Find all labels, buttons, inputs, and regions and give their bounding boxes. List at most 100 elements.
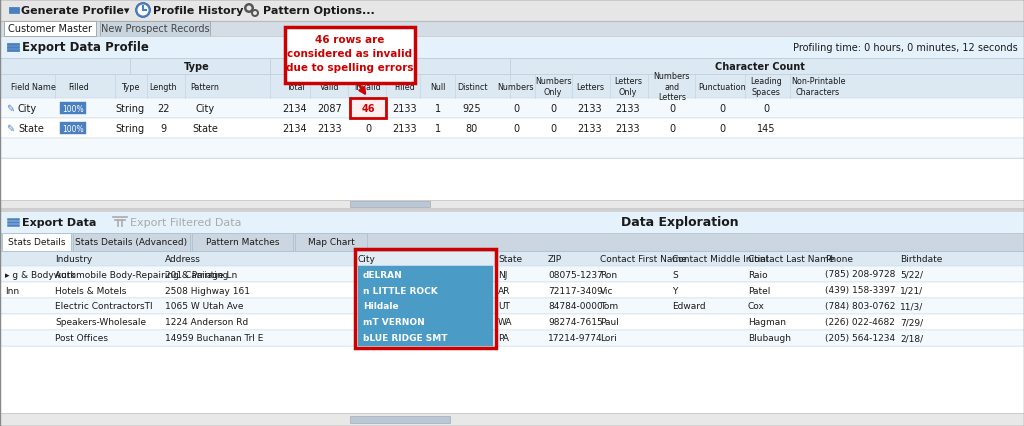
Text: State: State xyxy=(498,254,522,263)
Text: 145: 145 xyxy=(757,124,775,134)
Bar xyxy=(350,416,450,423)
Bar xyxy=(358,251,493,266)
Text: ✎: ✎ xyxy=(6,104,14,114)
Text: 1224 Anderson Rd: 1224 Anderson Rd xyxy=(165,318,248,327)
Text: 9: 9 xyxy=(160,124,166,134)
Bar xyxy=(0,201,1024,208)
Text: Total: Total xyxy=(286,82,304,91)
Text: Non-Printable
Characters: Non-Printable Characters xyxy=(791,77,845,96)
Text: 0: 0 xyxy=(719,124,725,134)
Bar xyxy=(0,37,1024,208)
Text: 2508 Highway 161: 2508 Highway 161 xyxy=(165,286,250,295)
Bar xyxy=(358,298,493,314)
Circle shape xyxy=(244,4,254,14)
Text: 46: 46 xyxy=(361,104,375,114)
Bar xyxy=(0,298,1024,314)
Text: considered as invalid: considered as invalid xyxy=(288,49,413,59)
Text: Pattern Matches: Pattern Matches xyxy=(206,238,280,247)
Text: 2133: 2133 xyxy=(317,124,342,134)
Text: Generate Profile▾: Generate Profile▾ xyxy=(22,6,129,16)
Text: Distinct: Distinct xyxy=(457,82,487,91)
Bar xyxy=(0,37,1024,59)
Text: Filled: Filled xyxy=(394,82,416,91)
Text: (784) 803-0762: (784) 803-0762 xyxy=(825,302,895,311)
Text: New Prospect Records: New Prospect Records xyxy=(100,24,209,35)
Text: Export Data Profile: Export Data Profile xyxy=(22,41,148,55)
Text: Post Offices: Post Offices xyxy=(55,334,108,343)
Text: Type: Type xyxy=(121,82,139,91)
Text: 0: 0 xyxy=(669,104,675,114)
Bar xyxy=(100,22,210,37)
Text: Numbers
Only: Numbers Only xyxy=(535,77,571,96)
Text: 72117-3409: 72117-3409 xyxy=(548,286,603,295)
Text: Length: Length xyxy=(150,82,177,91)
Text: State: State xyxy=(18,124,44,134)
Text: Cox: Cox xyxy=(748,302,765,311)
Text: String: String xyxy=(116,104,144,114)
Bar xyxy=(2,233,71,251)
Bar xyxy=(0,282,1024,298)
Bar xyxy=(0,211,1024,233)
Bar xyxy=(0,0,1024,22)
Bar xyxy=(350,201,430,207)
Text: 17214-9774: 17214-9774 xyxy=(548,334,603,343)
Text: Raio: Raio xyxy=(748,270,768,279)
Bar xyxy=(0,314,1024,330)
Text: 2134: 2134 xyxy=(283,104,307,114)
Bar xyxy=(0,75,1024,99)
Circle shape xyxy=(135,3,151,18)
Text: Blubaugh: Blubaugh xyxy=(748,334,791,343)
Text: ▸ g & Bodywork: ▸ g & Bodywork xyxy=(5,270,76,279)
Text: Hotels & Motels: Hotels & Motels xyxy=(55,286,126,295)
Text: Automobile Body-Repairing & Painting: Automobile Body-Repairing & Painting xyxy=(55,270,228,279)
Text: Stats Details: Stats Details xyxy=(8,238,66,247)
Text: City: City xyxy=(196,104,215,114)
Text: Type: Type xyxy=(184,62,210,72)
Bar xyxy=(0,119,1024,139)
Text: Numbers: Numbers xyxy=(498,82,535,91)
Text: Filled: Filled xyxy=(69,82,89,91)
Circle shape xyxy=(247,6,252,12)
Text: Letters
Only: Letters Only xyxy=(614,77,642,96)
Bar xyxy=(350,99,386,119)
Text: 98274-7615: 98274-7615 xyxy=(548,318,603,327)
Text: 2133: 2133 xyxy=(392,124,418,134)
Text: 2087: 2087 xyxy=(317,104,342,114)
Bar xyxy=(358,330,493,346)
Text: 2133: 2133 xyxy=(392,104,418,114)
Text: mT VERNON: mT VERNON xyxy=(362,318,425,327)
Text: 7/29/: 7/29/ xyxy=(900,318,923,327)
Text: Hildale: Hildale xyxy=(362,302,398,311)
Text: 0: 0 xyxy=(550,104,556,114)
Text: 1065 W Utah Ave: 1065 W Utah Ave xyxy=(165,302,244,311)
Text: due to spelling errors: due to spelling errors xyxy=(287,63,414,73)
Text: (205) 564-1234: (205) 564-1234 xyxy=(825,334,895,343)
Bar xyxy=(0,22,1024,37)
Text: Map Chart: Map Chart xyxy=(307,238,354,247)
Text: S: S xyxy=(672,270,678,279)
Text: (785) 208-9728: (785) 208-9728 xyxy=(825,270,895,279)
Text: NJ: NJ xyxy=(498,270,507,279)
Text: 80: 80 xyxy=(466,124,478,134)
Text: Profile History: Profile History xyxy=(153,6,244,16)
Text: Electric ContractorsTl: Electric ContractorsTl xyxy=(55,302,153,311)
Text: Null: Null xyxy=(430,82,445,91)
Text: Paul: Paul xyxy=(600,318,618,327)
Bar xyxy=(0,413,1024,426)
Bar xyxy=(0,59,1024,75)
Text: State: State xyxy=(193,124,218,134)
Text: Leading
Spaces: Leading Spaces xyxy=(751,77,782,96)
Bar xyxy=(4,22,96,37)
Text: 5/22/: 5/22/ xyxy=(900,270,923,279)
Bar xyxy=(358,266,493,282)
Text: ✎: ✎ xyxy=(6,124,14,134)
Text: 11/3/: 11/3/ xyxy=(900,302,924,311)
Text: Edward: Edward xyxy=(672,302,706,311)
Text: Birthdate: Birthdate xyxy=(900,254,942,263)
Text: PA: PA xyxy=(498,334,509,343)
Text: City: City xyxy=(18,104,37,114)
Text: Character Count: Character Count xyxy=(715,62,805,72)
Text: Export Filtered Data: Export Filtered Data xyxy=(130,218,242,227)
Bar xyxy=(355,249,496,348)
Text: City: City xyxy=(358,254,376,263)
